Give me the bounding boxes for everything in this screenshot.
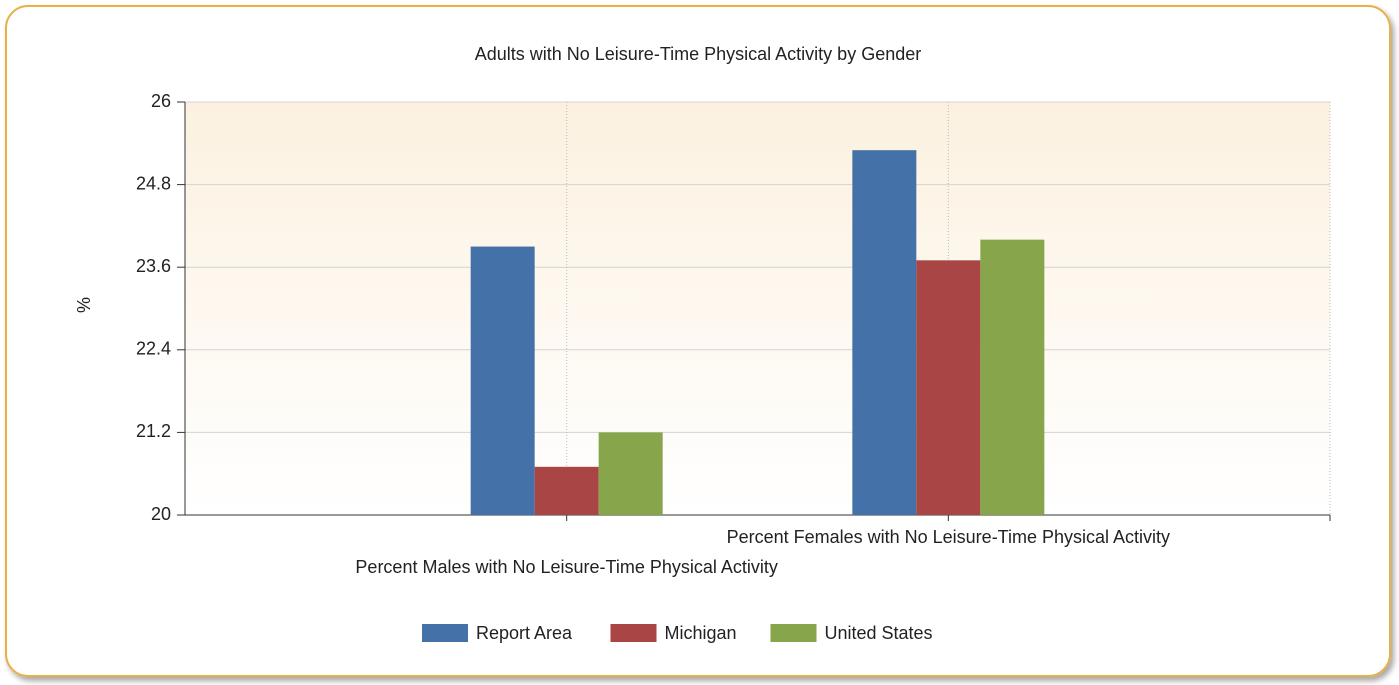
bar: [980, 239, 1045, 515]
y-tick-label: 23.6: [136, 256, 171, 276]
legend-swatch: [610, 624, 657, 642]
y-tick-label: 26: [151, 91, 171, 111]
legend-label: Michigan: [665, 623, 737, 643]
legend-label: United States: [825, 623, 933, 643]
bar: [598, 432, 663, 515]
y-tick-label: 21.2: [136, 421, 171, 441]
legend-swatch: [422, 624, 468, 642]
bar: [534, 466, 599, 515]
legend-label: Report Area: [476, 623, 573, 643]
legend-swatch: [770, 624, 817, 642]
chart-title: Adults with No Leisure-Time Physical Act…: [475, 44, 922, 64]
bar: [470, 246, 535, 516]
bar: [916, 260, 981, 515]
x-tick-label: Percent Females with No Leisure-Time Phy…: [727, 527, 1170, 547]
y-tick-label: 22.4: [136, 339, 171, 359]
x-tick-label: Percent Males with No Leisure-Time Physi…: [355, 557, 777, 577]
y-axis-label: %: [74, 297, 94, 313]
bar: [852, 150, 917, 515]
y-tick-label: 24.8: [136, 173, 171, 193]
plot-area: [185, 102, 1330, 515]
y-tick-label: 20: [151, 504, 171, 524]
